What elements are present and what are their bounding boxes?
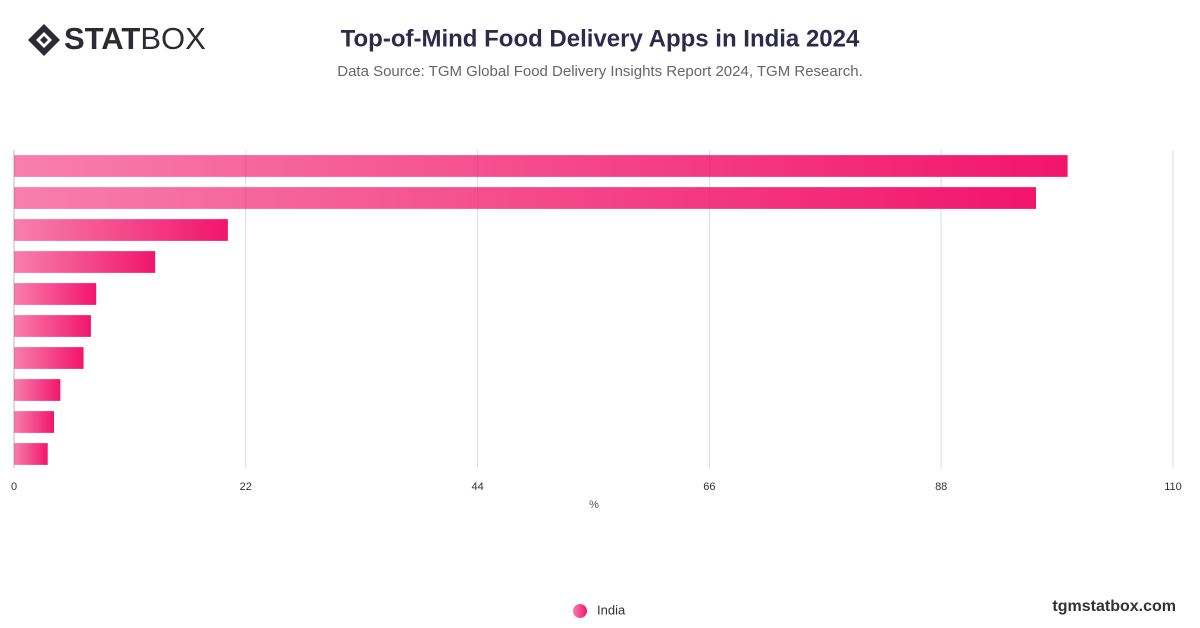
logo: STATBOX (28, 21, 206, 56)
x-tick-label: 110 (1164, 481, 1182, 493)
bar (14, 379, 61, 401)
bar (14, 283, 97, 305)
legend: India (573, 602, 626, 618)
legend-label: India (597, 602, 626, 617)
chart-subtitle: Data Source: TGM Global Food Delivery In… (337, 63, 863, 80)
footer: tgmstatbox.com (1052, 598, 1176, 615)
bar (14, 411, 55, 433)
bar (14, 347, 84, 369)
x-axis-label: % (589, 499, 599, 511)
logo-bold: STAT (64, 21, 140, 56)
x-tick-label: 22 (240, 481, 252, 493)
x-tick-label: 44 (471, 481, 483, 493)
bar (14, 443, 48, 465)
x-tick-label: 88 (935, 481, 947, 493)
logo-text: STATBOX (64, 21, 206, 56)
x-tick-label: 0 (11, 481, 17, 493)
bar (14, 155, 1068, 177)
x-tick-label: 66 (703, 481, 715, 493)
bar (14, 187, 1037, 209)
bar (14, 315, 91, 337)
chart-title: Top-of-Mind Food Delivery Apps in India … (341, 25, 860, 52)
bar (14, 219, 228, 241)
logo-icon (28, 24, 60, 56)
bar (14, 251, 156, 273)
legend-swatch (573, 604, 587, 618)
logo-light: BOX (140, 21, 206, 56)
